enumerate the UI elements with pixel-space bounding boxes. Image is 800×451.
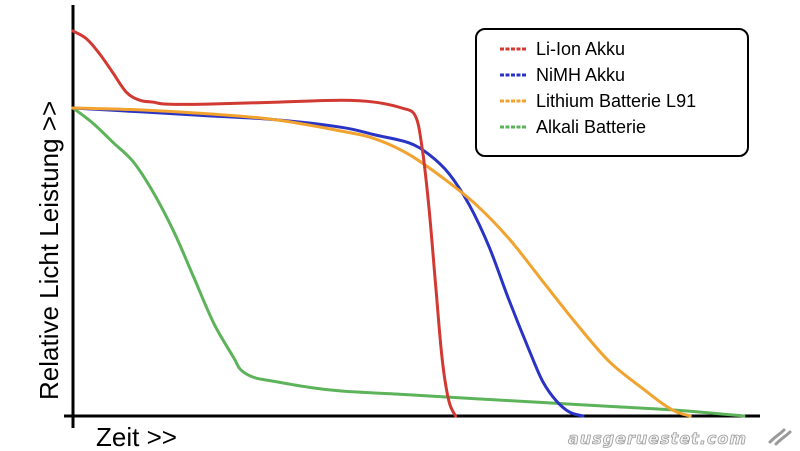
series-line-0 <box>71 29 457 418</box>
legend-label-2: Lithium Batterie L91 <box>536 91 696 111</box>
series-line-2 <box>71 106 692 418</box>
legend-label-3: Alkali Batterie <box>536 117 646 137</box>
legend-box <box>475 28 749 157</box>
legend-label-0: Li-Ion Akku <box>536 39 625 59</box>
watermark: ausgeruestet.com <box>568 428 792 448</box>
legend-items: Li-Ion Akku NiMH Akku Lithium Batterie L91… <box>500 39 696 137</box>
legend: Li-Ion Akku NiMH Akku Lithium Batterie L91… <box>475 28 749 157</box>
series-layer <box>71 29 746 418</box>
x-axis-label: Zeit >> <box>96 422 177 451</box>
legend-label-1: NiMH Akku <box>536 65 625 85</box>
y-axis-label: Relative Licht Leistung >> <box>34 101 64 400</box>
watermark-logo-icon <box>768 428 792 446</box>
series-line-3 <box>71 106 746 418</box>
watermark-text: ausgeruestet.com <box>568 429 747 448</box>
